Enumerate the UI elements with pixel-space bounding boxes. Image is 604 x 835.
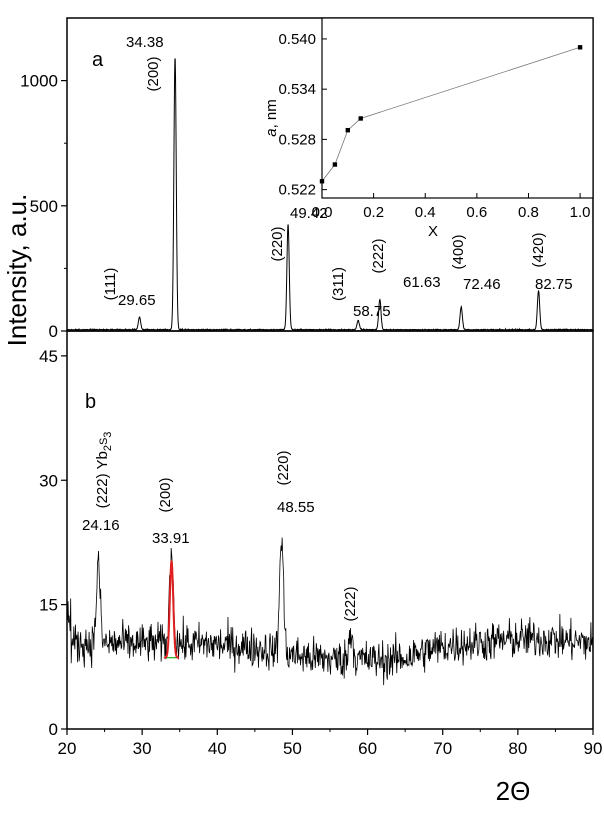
panel-b-y-tick-label: 30: [39, 471, 58, 490]
panel-b-spectrum: [66, 537, 594, 686]
inset-y-tick-label: 0.534: [278, 81, 316, 98]
panel-b-y-tick-label: 45: [39, 347, 58, 366]
panel-b-y-tick-label: 15: [39, 596, 58, 615]
panel-b-x-tick-label: 60: [358, 739, 377, 758]
inset-x-tick-label: 0.8: [518, 204, 539, 221]
panel-b-x-tick-label: 40: [208, 739, 227, 758]
inset-plot: 0.0 0.2 0.4 0.6 0.8 1.0 0.522 0.528 0.534 0.540 Xa…: [263, 31, 591, 240]
panel-b-peak-labels: (222) Yb2S3 24.16 (200) 33.91 (220) 48.55 (222…: [82, 432, 359, 622]
panel-a-peak-hkl: (400): [450, 234, 467, 269]
panel-a-peak-hkl: (220): [269, 226, 286, 261]
inset-y-tick-label: 0.540: [278, 31, 316, 48]
panel-a-y-ticks: 0 500 1000: [20, 72, 67, 341]
inset-point: [319, 179, 325, 184]
panel-b-peak-value: 24.16: [82, 517, 120, 534]
panel-b-ticks: 20 30 40 50 60 70 80 90 0 15 30 45: [39, 347, 602, 758]
panel-b-spectrum-line: [66, 537, 594, 686]
x-axis-title: 2Θ: [496, 776, 531, 806]
panel-a-peak-value: 34.38: [126, 34, 164, 51]
inset-x-tick-label: 0.6: [466, 204, 487, 221]
panel-b-x-tick-label: 20: [58, 739, 77, 758]
y-axis-title: Intensity, a.u.: [2, 194, 32, 347]
panel-b-x-tick-label: 70: [433, 739, 452, 758]
panel-a-peak-value: 82.75: [535, 276, 573, 293]
panel-a-peak-value: 49.42: [290, 205, 328, 222]
panel-b-fit-peak: [163, 560, 179, 659]
panel-b-peak-hkl: (222): [342, 586, 359, 621]
inset-frame: [321, 17, 594, 199]
panel-a-y-tick-label: 500: [30, 197, 58, 216]
inset-y-label: a, nm: [263, 99, 280, 137]
panel-a-peak-value: 29.65: [118, 292, 156, 309]
inset-y-tick-label: 0.528: [278, 131, 316, 148]
inset-x-tick-label: 1.0: [570, 204, 591, 221]
inset-point: [577, 45, 583, 50]
inset-x-label: X: [428, 223, 438, 240]
panel-a-peak-hkl: (420): [530, 232, 547, 267]
panel-a-letter: a: [92, 49, 104, 71]
panel-a-spectrum: [66, 58, 594, 332]
inset-point: [358, 116, 363, 121]
panel-b-letter: b: [85, 391, 96, 413]
panel-b-peak-hkl: (200): [157, 477, 174, 512]
panel-b-x-tick-label: 90: [584, 739, 603, 758]
panel-b-x-tick-label: 50: [283, 739, 302, 758]
panel-a-peak-value: 72.46: [463, 276, 501, 293]
inset-point: [332, 162, 338, 167]
panel-a-y-tick-label: 0: [49, 322, 58, 341]
inset-y-tick-label: 0.522: [278, 182, 316, 199]
panel-b-peak-value: 48.55: [277, 499, 315, 516]
inset-x-tick-label: 0.0: [312, 204, 333, 221]
panel-b-peak-hkl: (220): [275, 450, 292, 485]
panel-b-y-tick-label: 0: [49, 720, 58, 739]
inset-point: [345, 127, 351, 133]
panel-a-peak-value: 61.63: [403, 274, 441, 291]
panel-a-peak-hkl: (222): [370, 238, 387, 273]
panel-b-peak-value: 33.91: [152, 530, 190, 547]
inset-x-tick-label: 0.2: [363, 204, 384, 221]
panel-a-peak-hkl: (311): [330, 267, 347, 301]
panel-a-peak-hkl: (200): [145, 56, 162, 91]
inset-x-tick-label: 0.4: [415, 204, 436, 221]
panel-a-peak-value: 58.75: [353, 303, 391, 320]
panel-a-spectrum-line: [66, 58, 594, 332]
panel-a-peak-labels: (111)29.65 (200) 34.38 (220)49.42 (311) 58.75…: [102, 34, 573, 320]
panel-b-peak-hkl: (222) Yb2S3: [94, 432, 114, 509]
panel-b-x-tick-label: 80: [508, 739, 527, 758]
panel-a-y-tick-label: 1000: [20, 72, 58, 91]
panel-b-x-tick-label: 30: [133, 739, 152, 758]
panel-a-peak-hkl: (111): [102, 268, 119, 301]
